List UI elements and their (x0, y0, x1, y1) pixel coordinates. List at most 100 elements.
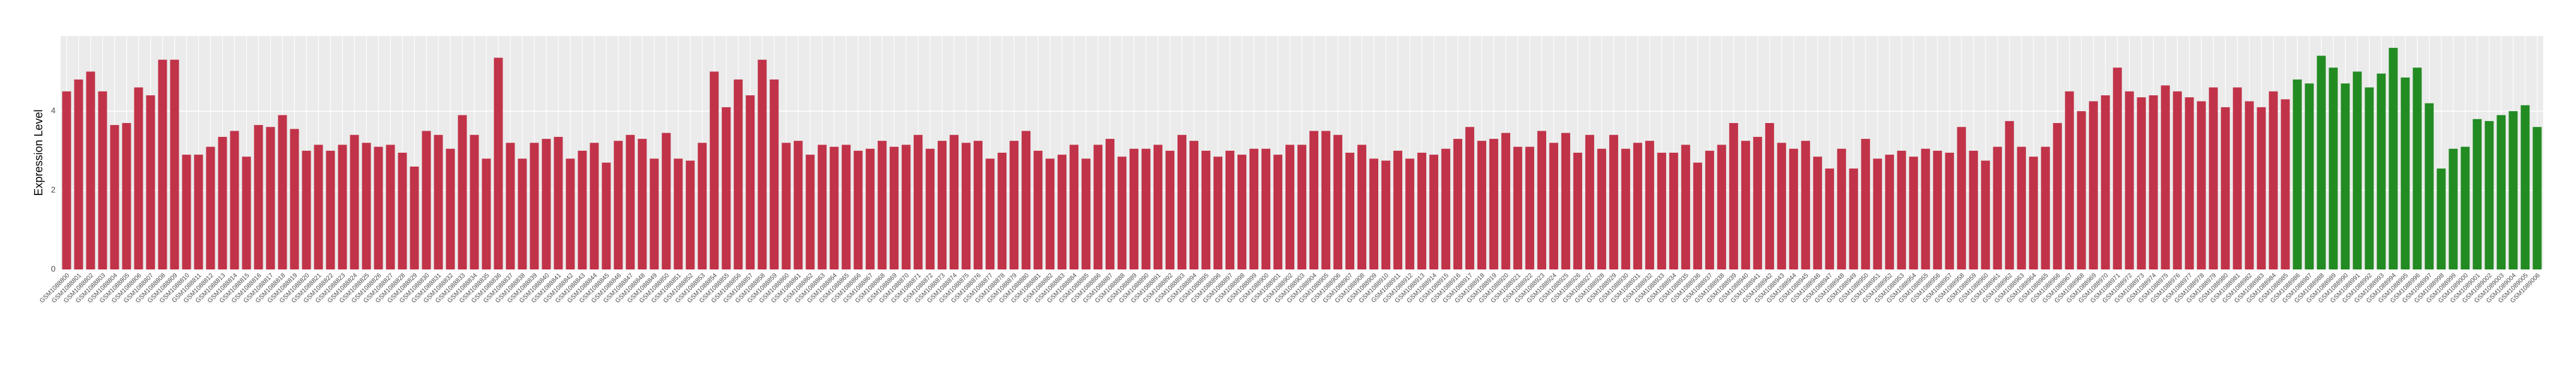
bar (890, 146, 899, 269)
bar (1166, 150, 1175, 269)
bar (122, 122, 131, 269)
bar (1621, 148, 1630, 269)
bar (2005, 121, 2014, 269)
bar (1441, 148, 1450, 269)
bar (1729, 122, 1738, 269)
bar (590, 143, 599, 269)
bar (2496, 115, 2506, 269)
bar (1741, 141, 1750, 269)
y-tick-label: 0 (51, 264, 56, 273)
bar (2317, 56, 2326, 270)
bar (506, 143, 515, 269)
bar (1765, 122, 1774, 269)
bar (1681, 145, 1690, 269)
bar (1309, 131, 1319, 269)
bar (1453, 139, 1462, 269)
bar (998, 153, 1007, 269)
bar (2089, 101, 2098, 269)
bar (1106, 139, 1115, 269)
bar (230, 131, 239, 269)
bar (1825, 168, 1834, 269)
bar (1022, 131, 1031, 269)
bar (1669, 153, 1678, 269)
bar (1237, 155, 1247, 269)
bar (1489, 139, 1498, 269)
bar (2029, 156, 2038, 269)
bar (1094, 145, 1103, 269)
bar (1657, 153, 1666, 269)
bar (1789, 148, 1798, 269)
bar (1693, 162, 1702, 269)
bar (398, 153, 407, 269)
bar (218, 136, 227, 269)
bar (1501, 133, 1510, 269)
bar (1034, 150, 1043, 269)
bar (2460, 146, 2470, 269)
bar (290, 129, 299, 269)
bar (1525, 146, 1534, 269)
bar (710, 71, 719, 270)
bar (182, 155, 191, 269)
bar (866, 148, 875, 269)
bar (1645, 141, 1654, 269)
bar (146, 95, 155, 269)
bar (386, 145, 395, 269)
y-tick-label: 2 (51, 185, 56, 194)
bar (2161, 85, 2170, 269)
bar (2376, 73, 2386, 270)
bar (494, 57, 503, 270)
bar (950, 134, 959, 269)
bar (1178, 134, 1187, 269)
bar (1393, 150, 1402, 269)
bar (410, 166, 419, 269)
bar (2472, 119, 2482, 269)
bar (2281, 99, 2290, 269)
bar (770, 79, 779, 270)
bar (2412, 68, 2422, 269)
bar (1142, 148, 1151, 269)
bar (2125, 91, 2134, 269)
bar (554, 136, 563, 269)
bar (530, 143, 539, 269)
bar (1261, 148, 1271, 269)
bar (518, 158, 527, 269)
bar (1202, 150, 1211, 269)
bar (1058, 155, 1067, 269)
bar (2137, 97, 2146, 270)
bar (1082, 158, 1091, 269)
bar (1345, 153, 1355, 269)
bar (458, 115, 467, 269)
bar (1010, 141, 1019, 269)
bar (1777, 143, 1786, 269)
bar (1633, 143, 1642, 269)
bar (1921, 148, 1930, 269)
bar (698, 143, 707, 269)
bar (110, 125, 119, 269)
bar (278, 115, 287, 269)
bar (1945, 153, 1954, 269)
bar (194, 155, 203, 269)
bar (1249, 148, 1259, 269)
bar (350, 134, 359, 269)
bar (1993, 146, 2002, 269)
bar (2293, 79, 2302, 270)
bar (2364, 87, 2374, 269)
bar (2352, 71, 2362, 270)
bar (1513, 146, 1522, 269)
bar (2209, 87, 2218, 269)
bar (1969, 150, 1978, 269)
bar (2305, 83, 2314, 269)
bar (266, 127, 275, 269)
bar (2077, 111, 2086, 269)
bar (1225, 150, 1235, 269)
bar (422, 131, 431, 269)
bar (2101, 95, 2110, 269)
bar (362, 143, 371, 269)
bar (2424, 103, 2434, 269)
bar (1849, 168, 1858, 269)
bar (1753, 136, 1762, 269)
bar (326, 150, 335, 269)
bar (1070, 145, 1079, 269)
bar (1297, 145, 1307, 269)
